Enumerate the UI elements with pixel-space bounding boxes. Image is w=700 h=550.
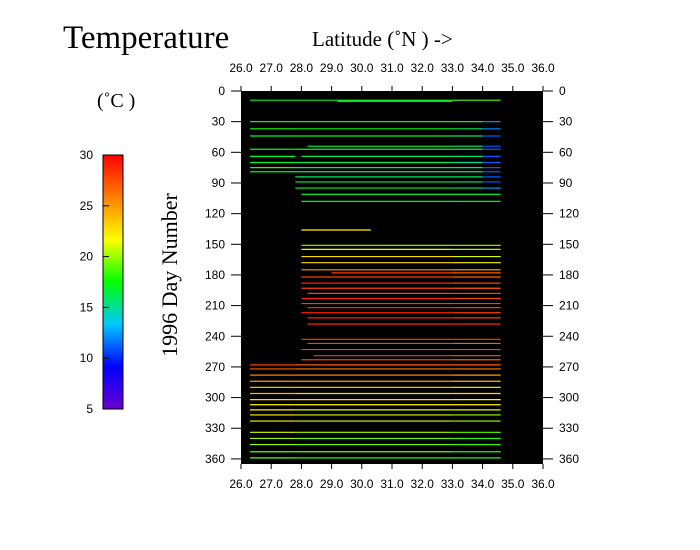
x-tick-label-top: 33.0 bbox=[441, 61, 465, 75]
x-axis-ticks: 26.0 26.0 27.0 27.0 28.0 28.0 29.0 29.0 30.0 30.0… bbox=[229, 61, 555, 491]
y-tick-label-right: 210 bbox=[559, 299, 579, 313]
y-axis-ticks: 0 0 30 30 60 60 90 90 120 120 150 150 180 180 210 210 24… bbox=[205, 84, 579, 466]
y-tick-label-left: 90 bbox=[212, 176, 226, 190]
x-tick-label-top: 29.0 bbox=[320, 61, 344, 75]
colorbar-tick-label: 25 bbox=[80, 199, 94, 213]
y-tick-label-right: 150 bbox=[559, 237, 579, 251]
x-tick-label-bottom: 30.0 bbox=[350, 477, 374, 491]
colorbar-tick-label: 10 bbox=[80, 351, 94, 365]
chart-title: Temperature bbox=[63, 20, 230, 56]
y-tick-label-left: 120 bbox=[205, 207, 225, 221]
colorbar-tick-label: 5 bbox=[86, 402, 93, 416]
y-tick-label-left: 330 bbox=[205, 421, 225, 435]
x-tick-label-bottom: 35.0 bbox=[501, 477, 525, 491]
y-tick-label-right: 270 bbox=[559, 360, 579, 374]
x-tick-label-bottom: 33.0 bbox=[441, 477, 465, 491]
x-tick-label-top: 36.0 bbox=[531, 61, 555, 75]
y-tick-label-left: 150 bbox=[205, 237, 225, 251]
y-tick-label-left: 240 bbox=[205, 329, 225, 343]
x-tick-label-top: 26.0 bbox=[229, 61, 253, 75]
y-tick-label-left: 0 bbox=[218, 84, 225, 98]
colorbar-tick-label: 20 bbox=[80, 250, 94, 264]
colorbar-tick-label: 15 bbox=[80, 300, 94, 314]
colorbar-units-label: (˚C ) bbox=[97, 90, 136, 112]
x-tick-label-bottom: 34.0 bbox=[471, 477, 495, 491]
y-tick-label-left: 30 bbox=[212, 115, 226, 129]
y-tick-label-right: 180 bbox=[559, 268, 579, 282]
x-tick-label-top: 28.0 bbox=[290, 61, 314, 75]
y-tick-label-right: 360 bbox=[559, 452, 579, 466]
x-tick-label-bottom: 36.0 bbox=[531, 477, 555, 491]
x-tick-label-bottom: 28.0 bbox=[290, 477, 314, 491]
y-tick-label-left: 210 bbox=[205, 299, 225, 313]
y-tick-label-left: 270 bbox=[205, 360, 225, 374]
colorbar-ticks: 30 25 20 15 10 5 bbox=[80, 148, 109, 416]
y-tick-label-left: 300 bbox=[205, 391, 225, 405]
x-tick-label-top: 30.0 bbox=[350, 61, 374, 75]
x-axis-title: Latitude (˚N ) -> bbox=[312, 27, 453, 51]
x-tick-label-top: 27.0 bbox=[260, 61, 284, 75]
y-tick-label-right: 120 bbox=[559, 207, 579, 221]
y-tick-label-left: 360 bbox=[205, 452, 225, 466]
x-tick-label-bottom: 29.0 bbox=[320, 477, 344, 491]
y-tick-label-right: 300 bbox=[559, 391, 579, 405]
x-tick-label-top: 34.0 bbox=[471, 61, 495, 75]
x-tick-label-top: 35.0 bbox=[501, 61, 525, 75]
y-tick-label-left: 60 bbox=[212, 145, 226, 159]
x-tick-label-top: 32.0 bbox=[411, 61, 435, 75]
y-tick-label-left: 180 bbox=[205, 268, 225, 282]
colorbar-tick-label: 30 bbox=[80, 148, 94, 162]
x-tick-label-bottom: 27.0 bbox=[260, 477, 284, 491]
y-tick-label-right: 30 bbox=[559, 115, 573, 129]
y-tick-label-right: 240 bbox=[559, 329, 579, 343]
y-tick-label-right: 330 bbox=[559, 421, 579, 435]
data-tracks bbox=[250, 99, 501, 459]
x-tick-label-bottom: 26.0 bbox=[229, 477, 253, 491]
colorbar bbox=[102, 154, 124, 410]
x-tick-label-bottom: 31.0 bbox=[380, 477, 404, 491]
x-tick-label-top: 31.0 bbox=[380, 61, 404, 75]
y-tick-label-right: 90 bbox=[559, 176, 573, 190]
x-tick-label-bottom: 32.0 bbox=[411, 477, 435, 491]
y-tick-label-right: 60 bbox=[559, 145, 573, 159]
y-tick-label-right: 0 bbox=[559, 84, 566, 98]
